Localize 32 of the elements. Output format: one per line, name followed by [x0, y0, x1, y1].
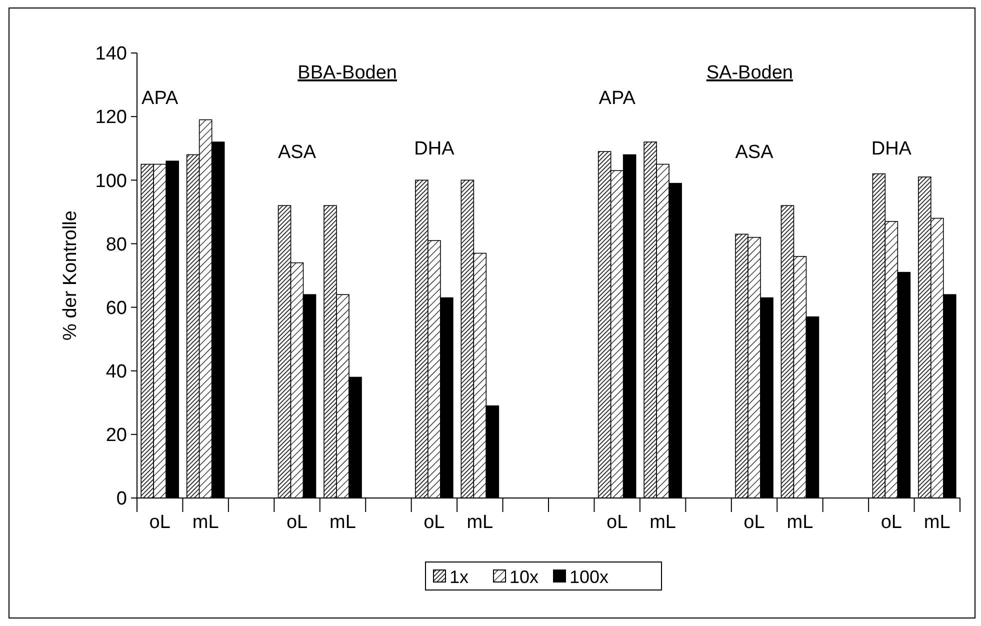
y-tick-label: 0	[116, 488, 127, 510]
x-tick-label: mL	[466, 512, 494, 533]
annotation: APA	[142, 88, 178, 109]
y-tick-label: 80	[106, 234, 127, 256]
y-axis-title: % der Kontrolle	[60, 210, 81, 340]
annotation: SA-Boden	[706, 62, 793, 84]
x-tick-label: mL	[330, 512, 356, 533]
x-tick-label: oL	[606, 512, 628, 533]
x-tick-label: mL	[650, 512, 676, 533]
annotation: ASA	[278, 142, 316, 163]
x-tick-label: oL	[880, 512, 902, 533]
y-tick-label: 60	[106, 298, 127, 319]
x-tick-label: oL	[744, 512, 765, 533]
x-tick-label: oL	[286, 512, 308, 533]
y-tick-label: 40	[106, 362, 127, 383]
annotation: DHA	[871, 138, 912, 160]
x-tick-label: mL	[924, 512, 950, 533]
y-tick-label: 100	[95, 170, 127, 192]
legend-label: 1x	[450, 567, 469, 587]
y-tick-label: 20	[106, 425, 127, 446]
y-tick-label: 140	[95, 44, 127, 65]
legend-label: 100x	[570, 567, 609, 587]
x-tick-label: oL	[149, 512, 170, 533]
legend-label: 10x	[510, 567, 539, 587]
annotation: BBA-Boden	[298, 62, 397, 84]
x-tick-label: mL	[192, 512, 219, 533]
x-tick-label: mL	[786, 512, 814, 533]
annotation: ASA	[735, 142, 774, 163]
y-tick-label: 120	[95, 107, 127, 128]
annotation: APA	[598, 88, 636, 109]
annotation: DHA	[414, 138, 455, 160]
x-tick-label: oL	[424, 512, 445, 533]
